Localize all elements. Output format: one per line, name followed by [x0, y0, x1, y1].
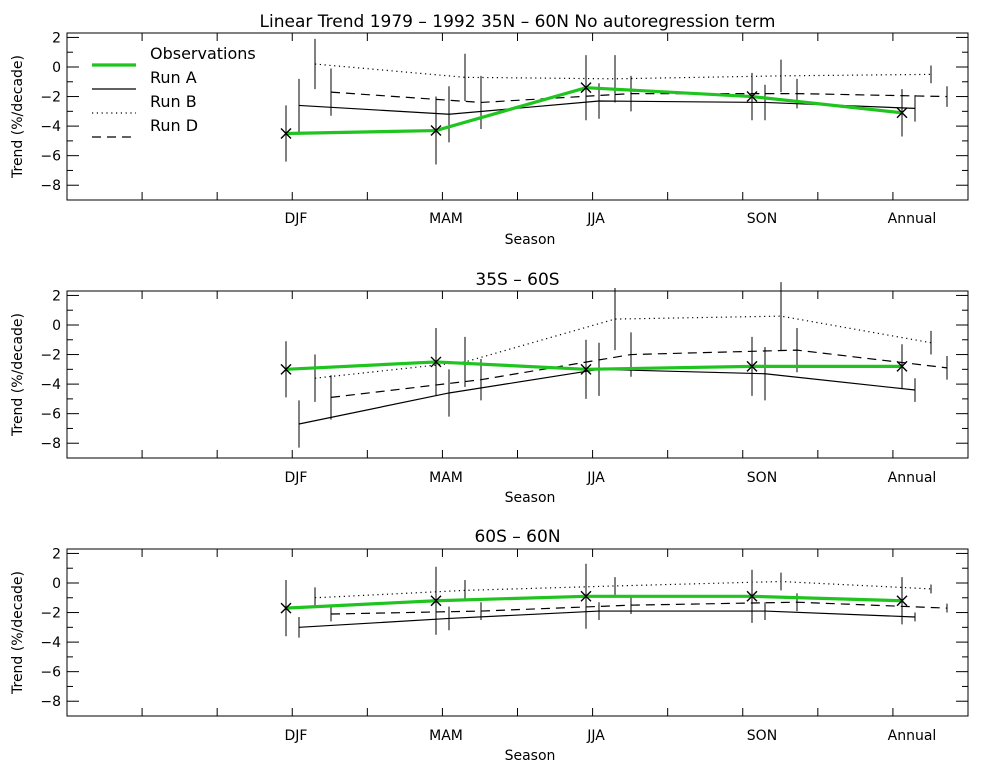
series-observations: [280, 55, 908, 165]
x-marker: [580, 82, 592, 94]
legend-label: Run B: [150, 92, 197, 111]
x-tick-label: DJF: [285, 470, 308, 486]
series-run-b: [314, 282, 932, 402]
x-marker: [746, 590, 758, 602]
series-line: [314, 63, 932, 80]
x-tick-label: JJA: [586, 470, 605, 486]
x-marker: [580, 363, 592, 375]
x-tick-label: DJF: [285, 211, 308, 227]
x-marker: [580, 590, 592, 602]
series-observations: [280, 563, 908, 637]
panel-title: 60S – 60N: [474, 527, 560, 547]
series-run-a: [298, 602, 916, 638]
series-run-d: [330, 68, 948, 130]
y-tick-label: 0: [52, 60, 61, 76]
x-tick-label: MAM: [429, 470, 463, 486]
x-tick-label: Annual: [888, 211, 937, 227]
series-line: [314, 315, 932, 379]
y-tick-label: −4: [40, 635, 61, 651]
x-tick-label: SON: [747, 211, 777, 227]
y-tick-label: −2: [40, 90, 61, 106]
series-line: [330, 349, 948, 399]
x-marker: [746, 91, 758, 103]
x-marker: [280, 363, 292, 375]
x-marker: [280, 602, 292, 614]
y-tick-label: −2: [40, 348, 61, 364]
panel-title: 35S – 60S: [475, 270, 559, 290]
x-marker: [896, 360, 908, 372]
y-tick-label: −8: [40, 436, 61, 452]
legend-label: Observations: [150, 44, 256, 63]
plot-frame: [66, 548, 969, 717]
series-line: [330, 601, 948, 615]
x-marker: [896, 595, 908, 607]
legend: Observations Run A Run B Run D: [92, 44, 256, 138]
y-tick-label: −6: [40, 665, 61, 681]
x-marker: [280, 128, 292, 139]
x-marker: [430, 356, 442, 368]
y-tick-label: −4: [40, 119, 61, 135]
panel-1: 2 0 −2 −4 −6 −8 DJF MAM JJA SON Annual Linear Trend…: [10, 12, 969, 248]
x-marker: [896, 107, 908, 119]
x-tick-label: SON: [747, 470, 777, 486]
panel-2: 2 0 −2 −4 −6 −8 DJF MAM JJA SON Annual 35S – 60S Sea…: [10, 270, 969, 506]
y-axis-label: Trend (%/decade): [10, 55, 26, 179]
plot-frame: [66, 290, 969, 459]
y-axis-label: Trend (%/decade): [10, 313, 26, 437]
panel-title: Linear Trend 1979 – 1992 35N – 60N No au…: [260, 12, 776, 32]
series-line: [285, 360, 902, 371]
y-tick-label: 2: [52, 546, 61, 562]
x-tick-label: Annual: [888, 728, 937, 744]
x-tick-label: SON: [747, 728, 777, 744]
legend-label: Run D: [150, 116, 198, 135]
series-observations: [280, 327, 908, 399]
legend-label: Run A: [150, 68, 197, 87]
y-tick-label: 2: [52, 30, 61, 46]
series-line: [298, 368, 916, 425]
x-marker: [430, 125, 442, 137]
x-marker: [430, 595, 442, 607]
x-tick-label: MAM: [429, 211, 463, 227]
y-tick-label: 0: [52, 576, 61, 592]
y-axis-label: Trend (%/decade): [10, 571, 26, 695]
y-tick-label: −2: [40, 606, 61, 622]
x-marker: [746, 360, 758, 372]
series-run-d: [330, 327, 948, 420]
x-tick-label: MAM: [429, 728, 463, 744]
y-tick-label: −6: [40, 407, 61, 423]
x-tick-label: JJA: [586, 728, 605, 744]
series-run-b: [314, 38, 932, 103]
x-axis-label: Season: [505, 748, 556, 762]
series-run-b: [314, 572, 932, 609]
y-tick-label: −8: [40, 694, 61, 710]
x-tick-label: DJF: [285, 728, 308, 744]
y-tick-label: −8: [40, 178, 61, 194]
series-line: [298, 610, 916, 628]
x-axis-label: Season: [505, 490, 556, 506]
y-tick-label: −4: [40, 377, 61, 393]
y-tick-label: 0: [52, 318, 61, 334]
panel-3: 2 0 −2 −4 −6 −8 DJF MAM JJA SON Annual 60S – 60N Sea…: [10, 527, 969, 762]
y-tick-label: −6: [40, 149, 61, 165]
x-axis-label: Season: [505, 232, 556, 248]
x-tick-label: Annual: [888, 470, 937, 486]
x-tick-label: JJA: [586, 211, 605, 227]
y-tick-label: 2: [52, 288, 61, 304]
